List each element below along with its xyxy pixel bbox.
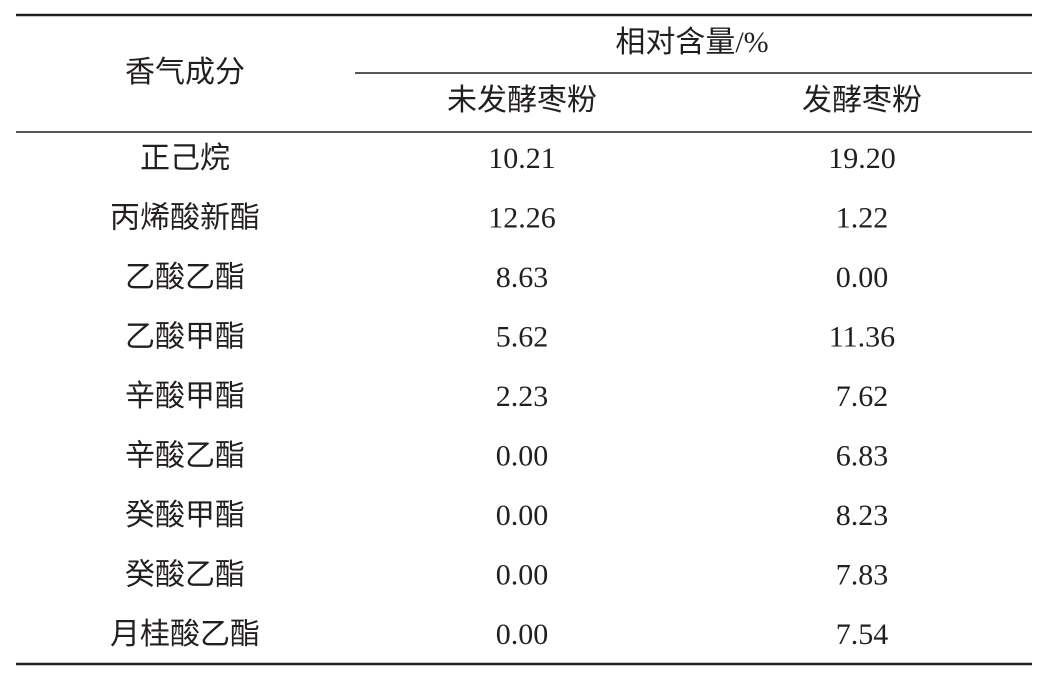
fermented-value: 1.22 [836,201,889,234]
fermented-value: 8.23 [836,499,889,532]
unfermented-value: 0.00 [496,439,549,472]
unfermented-value: 8.63 [496,261,549,294]
fermented-value: 19.20 [828,142,896,175]
component-name: 月桂酸乙酯 [110,618,260,651]
fermented-value: 0.00 [836,261,889,294]
unfermented-value: 0.00 [496,499,549,532]
fermented-value: 11.36 [829,320,895,353]
component-name: 辛酸乙酯 [125,439,245,472]
component-name: 癸酸乙酯 [125,558,245,591]
component-name: 丙烯酸新酯 [110,201,260,234]
unfermented-value: 12.26 [488,201,556,234]
fermented-value: 7.83 [836,558,889,591]
unfermented-value: 0.00 [496,558,549,591]
fermented-value: 6.83 [836,439,889,472]
fermented-value: 7.62 [836,380,889,413]
component-name: 癸酸甲酯 [125,499,245,532]
column-header: 发酵枣粉 [802,84,922,117]
unfermented-value: 5.62 [496,320,549,353]
group-header: 相对含量/% [615,26,768,59]
component-name: 乙酸甲酯 [125,320,245,353]
component-name: 辛酸甲酯 [125,380,245,413]
unfermented-value: 2.23 [496,380,549,413]
row-header: 香气成分 [125,56,245,89]
column-header: 未发酵枣粉 [447,84,597,117]
component-name: 乙酸乙酯 [125,261,245,294]
fermented-value: 7.54 [836,618,889,651]
unfermented-value: 10.21 [488,142,556,175]
component-name: 正己烷 [140,142,230,175]
unfermented-value: 0.00 [496,618,549,651]
